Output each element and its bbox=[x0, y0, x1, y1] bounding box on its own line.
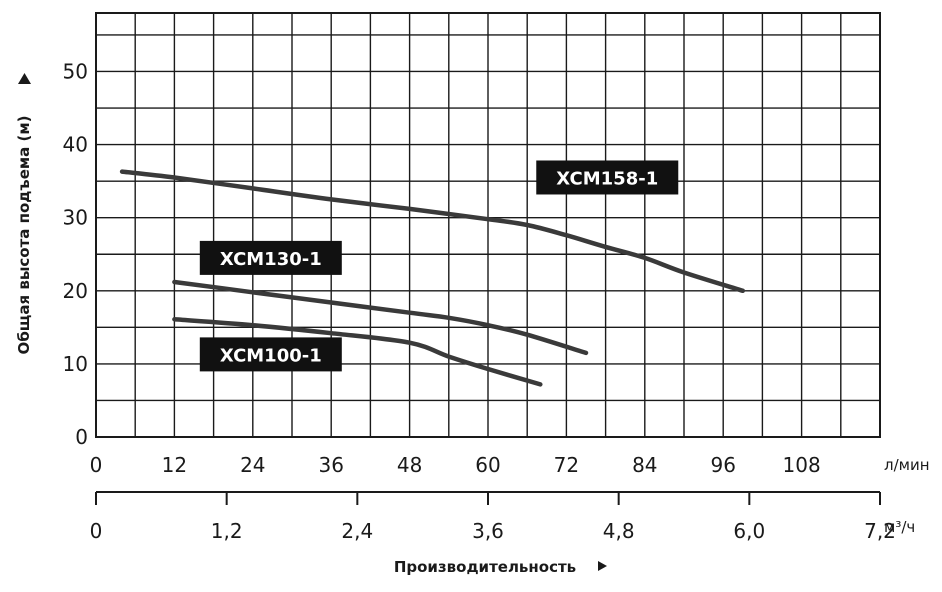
y-tick-label: 10 bbox=[63, 352, 88, 376]
x-tick-label: 48 bbox=[397, 453, 422, 477]
series-label-box bbox=[536, 160, 679, 195]
x2-tick-label: 0 bbox=[90, 519, 103, 543]
series-line-xcm130-1 bbox=[172, 279, 589, 356]
series-label-text: XCM158-1 bbox=[556, 168, 658, 189]
x-tick-labels: 0 12 24 36 48 60 72 84 96 108 bbox=[90, 453, 821, 477]
m3-axis: 0 1,2 2,4 3,6 4,8 6,0 7,2 bbox=[90, 491, 896, 543]
x2-tick-label: 7,2 bbox=[864, 519, 896, 543]
y-axis-label: Общая высота подъема (м) bbox=[15, 116, 33, 355]
series-line-xcm158-1 bbox=[119, 169, 746, 294]
x-axis-arrow-icon bbox=[598, 561, 607, 571]
y-tick-label: 50 bbox=[63, 59, 88, 83]
series-line-xcm100-1 bbox=[172, 317, 543, 387]
plot-frame bbox=[95, 12, 881, 438]
x2-tick-label: 1,2 bbox=[211, 519, 243, 543]
x2-tick-label: 3,6 bbox=[472, 519, 504, 543]
curves bbox=[119, 169, 746, 387]
x-tick-label: 72 bbox=[554, 453, 579, 477]
series-label-xcm130-1: XCM130-1 bbox=[199, 240, 342, 275]
x2-tick-label: 6,0 bbox=[733, 519, 765, 543]
svg-text:Общая высота подъема (м): Общая высота подъема (м) bbox=[15, 116, 33, 355]
y-tick-label: 20 bbox=[63, 279, 88, 303]
series-label-xcm100-1: XCM100-1 bbox=[199, 337, 342, 372]
x2-unit-label: м³/ч bbox=[884, 518, 915, 536]
y-tick-label: 30 bbox=[63, 206, 88, 230]
grid bbox=[95, 12, 881, 438]
y-tick-labels: 0 10 20 30 40 50 bbox=[63, 59, 88, 449]
series-label-box bbox=[199, 240, 342, 275]
series-label-xcm158-1: XCM158-1 bbox=[536, 160, 679, 195]
x-tick-label: 24 bbox=[240, 453, 265, 477]
x-tick-label: 0 bbox=[90, 453, 103, 477]
series-label-text: XCM130-1 bbox=[220, 249, 322, 270]
x-tick-label: 84 bbox=[632, 453, 657, 477]
x2-tick-label: 4,8 bbox=[603, 519, 635, 543]
series-label-text: XCM100-1 bbox=[220, 345, 322, 366]
x2-tick-label: 2,4 bbox=[341, 519, 373, 543]
x-tick-label: 12 bbox=[162, 453, 187, 477]
y-tick-label: 0 bbox=[75, 425, 88, 449]
x-tick-label: 36 bbox=[318, 453, 343, 477]
x-tick-label: 108 bbox=[783, 453, 821, 477]
y-axis-arrow-icon bbox=[18, 73, 31, 84]
x-axis-label: Производительность bbox=[394, 558, 576, 576]
x-tick-label: 60 bbox=[475, 453, 500, 477]
series-label-box bbox=[199, 337, 342, 372]
series-labels: XCM158-1 XCM130-1 XCM100-1 bbox=[199, 160, 679, 372]
y-tick-label: 40 bbox=[63, 133, 88, 157]
x-unit-label: л/мин bbox=[884, 456, 930, 474]
x-tick-label: 96 bbox=[710, 453, 735, 477]
